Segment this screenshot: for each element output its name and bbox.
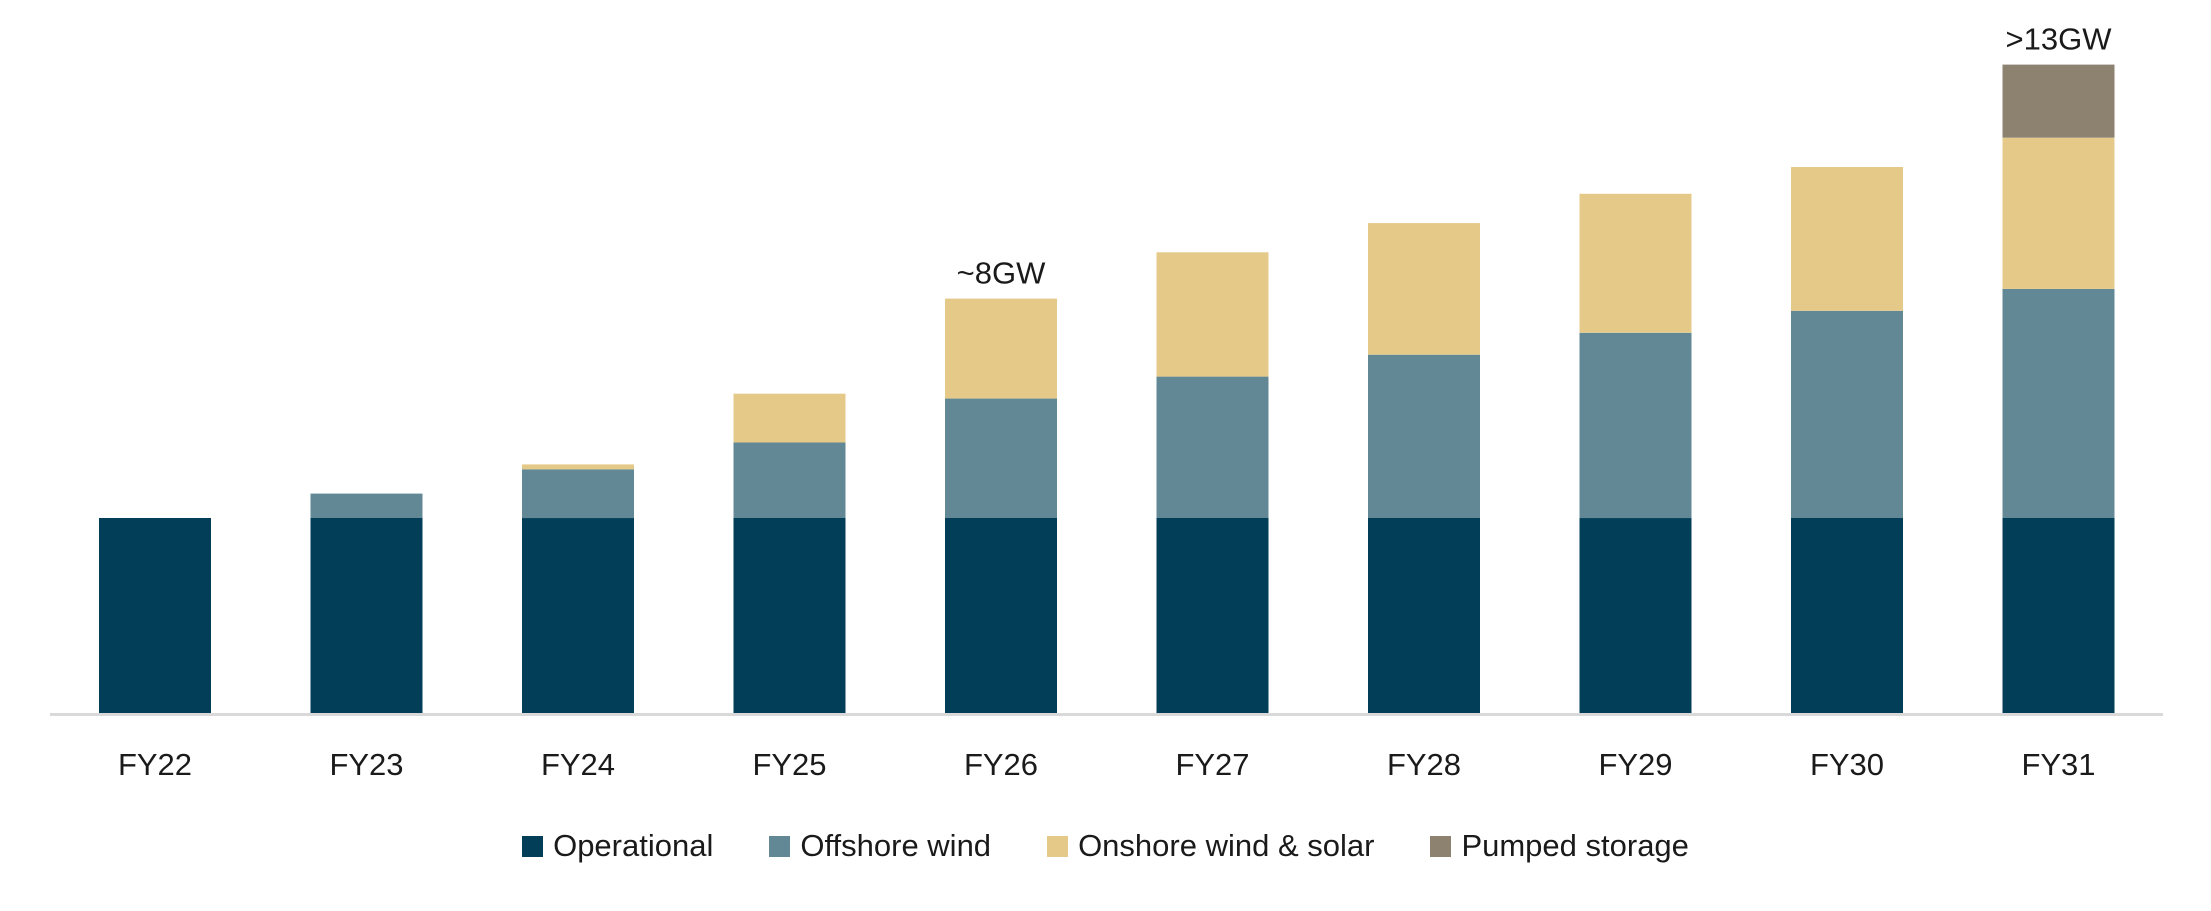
data-annotations: ~8GW >13GW <box>957 22 2113 291</box>
bar-fy28-onshore-wind-solar <box>1368 223 1480 355</box>
bars-layer <box>99 64 2115 713</box>
bar-fy30-operational <box>1791 518 1903 713</box>
legend-item-onshore-wind-solar: Onshore wind & solar <box>1047 828 1374 864</box>
bar-fy30-onshore-wind-solar <box>1791 167 1903 311</box>
bar-fy25-offshore-wind <box>733 442 846 518</box>
legend-swatch-offshore-wind <box>769 835 791 857</box>
x-tick-label-fy30: FY30 <box>1810 747 1884 782</box>
legend-swatch-onshore-wind-solar <box>1047 835 1069 857</box>
legend-swatch-operational <box>522 835 544 857</box>
bar-fy29-offshore-wind <box>1579 332 1692 519</box>
x-tick-label-fy26: FY26 <box>964 747 1038 782</box>
x-tick-label-fy27: FY27 <box>1175 747 1249 782</box>
bar-fy31-offshore-wind <box>2002 288 2115 518</box>
x-tick-label-fy31: FY31 <box>2021 747 2095 782</box>
total-label-fy26: ~8GW <box>957 256 1046 291</box>
bar-fy22-operational <box>99 518 211 713</box>
bar-fy26-offshore-wind <box>945 398 1057 518</box>
bar-fy27-operational <box>1156 518 1269 713</box>
total-label-fy31: >13GW <box>2006 22 2113 57</box>
legend-label-offshore-wind: Offshore wind <box>800 828 992 863</box>
legend-item-offshore-wind: Offshore wind <box>769 828 991 864</box>
bar-fy25-onshore-wind-solar <box>733 393 846 443</box>
bar-fy29-onshore-wind-solar <box>1579 193 1692 333</box>
bar-fy25-operational <box>733 518 846 713</box>
bar-fy24-offshore-wind <box>522 469 634 519</box>
x-tick-label-fy29: FY29 <box>1598 747 1672 782</box>
legend-label-pumped-storage: Pumped storage <box>1461 828 1689 863</box>
bar-fy23-offshore-wind <box>310 493 423 518</box>
legend: Operational Offshore wind Onshore wind &… <box>0 828 2211 864</box>
bar-fy27-offshore-wind <box>1156 376 1269 518</box>
x-tick-label-fy24: FY24 <box>541 747 615 782</box>
bar-fy27-onshore-wind-solar <box>1156 252 1269 377</box>
legend-item-operational: Operational <box>522 828 713 864</box>
bar-fy26-onshore-wind-solar <box>945 298 1057 399</box>
x-tick-label-fy23: FY23 <box>329 747 403 782</box>
legend-item-pumped-storage: Pumped storage <box>1430 828 1689 864</box>
bar-fy23-operational <box>310 518 423 713</box>
bar-fy30-offshore-wind <box>1791 310 1903 518</box>
x-tick-labels: FY22 FY23 FY24 FY25 FY26 FY27 FY28 FY29 FY30 FY31 <box>118 747 2096 782</box>
bar-fy24-operational <box>522 518 634 713</box>
x-tick-label-fy22: FY22 <box>118 747 192 782</box>
bar-fy28-operational <box>1368 518 1480 713</box>
legend-label-operational: Operational <box>553 828 714 863</box>
legend-label-onshore-wind-solar: Onshore wind & solar <box>1078 828 1375 863</box>
x-tick-label-fy25: FY25 <box>752 747 826 782</box>
bar-fy31-pumped-storage <box>2002 64 2115 138</box>
bar-fy29-operational <box>1579 518 1692 713</box>
bar-fy26-operational <box>945 518 1057 713</box>
x-tick-label-fy28: FY28 <box>1387 747 1461 782</box>
bar-fy28-offshore-wind <box>1368 354 1480 518</box>
bar-fy31-onshore-wind-solar <box>2002 137 2115 289</box>
bar-fy24-onshore-wind-solar <box>522 464 634 470</box>
legend-swatch-pumped-storage <box>1430 835 1452 857</box>
bar-fy31-operational <box>2002 518 2115 713</box>
